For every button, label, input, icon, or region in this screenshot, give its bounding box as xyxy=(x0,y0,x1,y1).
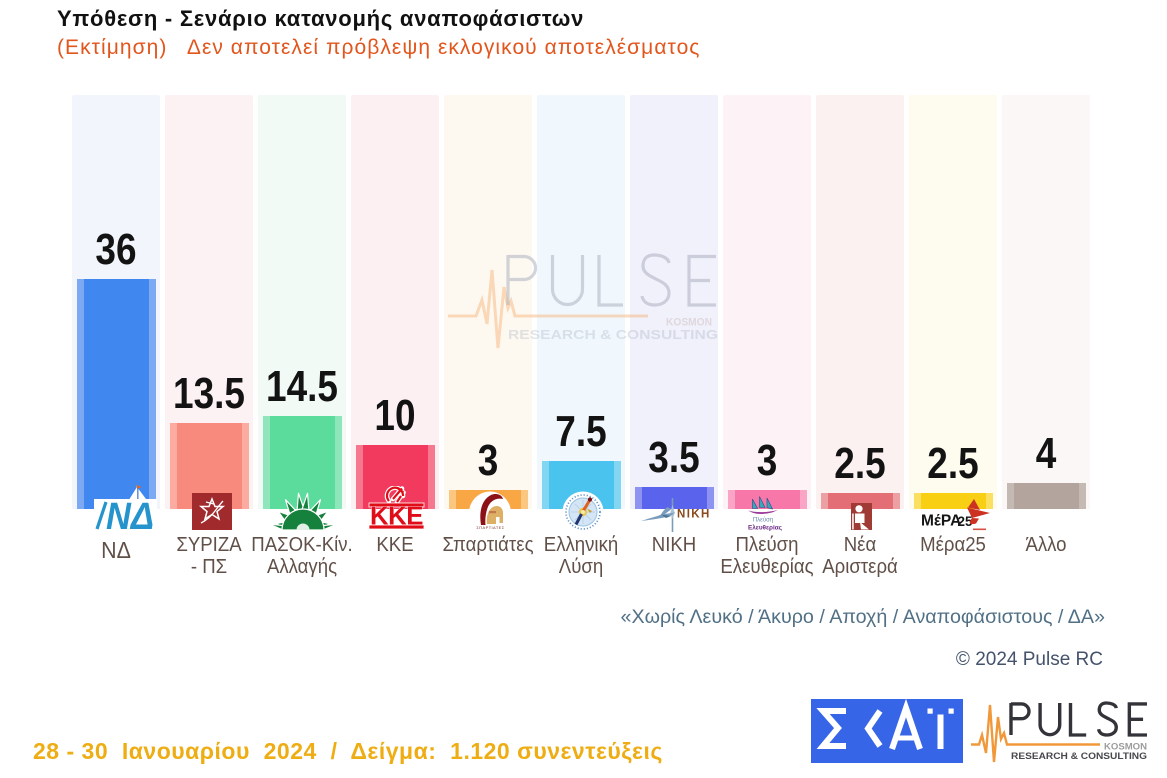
svg-text:KKE: KKE xyxy=(370,501,423,531)
svg-text:RESEARCH & CONSULTING: RESEARCH & CONSULTING xyxy=(508,327,718,342)
svg-text:Πλεύση: Πλεύση xyxy=(753,518,773,524)
svg-text:ΝΔ: ΝΔ xyxy=(106,496,154,531)
svg-text:MέΡΑ: MέΡΑ xyxy=(921,513,961,530)
svg-text:ΝΙΚΗ: ΝΙΚΗ xyxy=(677,509,711,521)
svg-text:Ελευθερίας: Ελευθερίας xyxy=(748,524,783,532)
svg-text:ΣΠΑΡΤΙΑΤΕΣ: ΣΠΑΡΤΙΑΤΕΣ xyxy=(476,525,504,530)
svg-text:25: 25 xyxy=(958,514,974,529)
svg-text:KOSMON: KOSMON xyxy=(1104,742,1147,753)
svg-text:RESEARCH & CONSULTING: RESEARCH & CONSULTING xyxy=(1011,751,1147,762)
svg-text:KOSMON: KOSMON xyxy=(666,317,712,329)
